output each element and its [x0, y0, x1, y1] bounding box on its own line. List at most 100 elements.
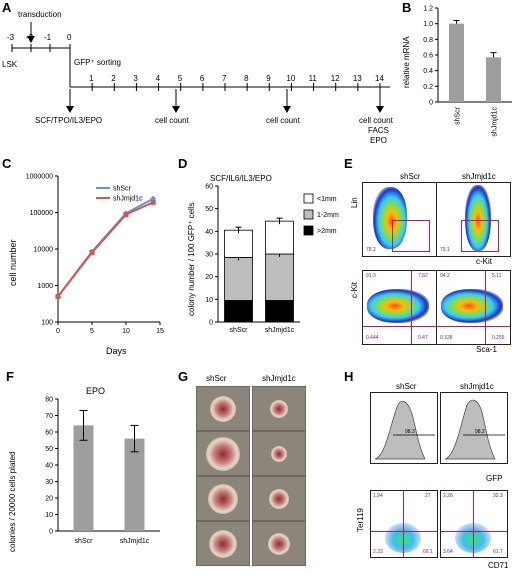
e-col-shscr: shScr: [400, 172, 421, 181]
b-ytick-label: 0.4: [423, 68, 433, 75]
h-histogram-1: 98.3: [370, 392, 438, 464]
h-col-shscr: shScr: [396, 382, 417, 391]
e-gate-2: 79.1: [440, 247, 450, 253]
d-bar-segment: [265, 300, 294, 323]
d-bar-segment: [224, 257, 253, 301]
gfp-sorting-label: GFP⁺ sorting: [74, 58, 121, 67]
e-facs-plot-4: 94.2 5.11 0.328 0.255: [436, 270, 511, 345]
e-q2-1: 7.82: [418, 273, 428, 279]
chart-c-svg: 100 1000 10000 100000 1000000 0 5 10 15 shScr shJm…: [26, 174, 164, 336]
colony-photo: [252, 431, 306, 476]
c-point: [89, 250, 95, 256]
day-label-12: 12: [330, 74, 340, 83]
colony: [210, 395, 236, 422]
d-category-0: shScr: [230, 327, 249, 334]
e-gate-1: 78.2: [366, 247, 376, 253]
d-bar-segment: [265, 253, 294, 301]
b-ytick-label: 0.2: [423, 84, 433, 91]
e-col-shjmjd1c: shJmjd1c: [462, 172, 496, 181]
epo-day14: EPO: [370, 136, 387, 145]
b-ytick-label: 0: [429, 100, 433, 107]
day-label-2: 2: [111, 74, 116, 83]
b-bar-0: [449, 23, 464, 103]
panel-label-a: A: [2, 0, 12, 15]
c-ylabel: cell number: [8, 239, 18, 286]
colony-photo: [196, 521, 250, 566]
d-legend-label-2: >2mm: [317, 228, 337, 235]
h-facs-plot-1: 1.94 27 2.33 69.1: [370, 490, 438, 558]
c-xtick-label: 0: [56, 328, 60, 335]
e-q2-2: 5.11: [492, 273, 502, 279]
d-ylabel: colony number / 100 GFP⁺ cells: [187, 202, 196, 316]
colony: [269, 488, 289, 509]
f-ytick-label: 0: [49, 529, 53, 536]
pre-day-m1: -1: [44, 33, 52, 42]
pre-day-m2: -2: [26, 33, 34, 42]
colony-photo: [252, 476, 306, 521]
c-legend-label-0: shScr: [113, 186, 132, 193]
e-q4-2: 0.255: [492, 335, 505, 341]
f-title: EPO: [86, 386, 106, 396]
e-top-xlabel: c-Kit: [476, 257, 492, 266]
h-hist-xlabel: GFP: [486, 474, 503, 483]
d-bar-segment: [224, 300, 253, 323]
d-ytick-label: 10: [205, 297, 213, 304]
c-ytick-label: 100: [41, 320, 53, 327]
c-xtick-label: 10: [122, 328, 130, 335]
day-label-4: 4: [155, 74, 161, 83]
timeline-lines: [11, 22, 390, 113]
f-category-0: shScr: [75, 538, 94, 545]
c-series-line-0: [57, 197, 154, 298]
day-label-9: 9: [266, 74, 271, 83]
f-bar-1: [124, 438, 145, 531]
lsk-label: LSK: [2, 60, 18, 69]
f-bar-0: [73, 425, 94, 531]
cell-count-day5: cell count: [155, 116, 189, 125]
facs-day14: FACS: [368, 126, 389, 135]
colony-photo: [252, 386, 306, 431]
chart-f-svg: 0 10 20 30 40 50 60 70 80 shScr shJmjd1c: [45, 397, 160, 545]
c-xtick-label: 5: [90, 328, 94, 335]
colony: [271, 445, 287, 462]
day-label-1: 1: [89, 74, 94, 83]
day-label-13: 13: [352, 74, 362, 83]
e-q3-1: 0.444: [366, 335, 379, 341]
culture-label: SCF/TPO/IL3/EPO: [35, 116, 103, 125]
colony: [209, 529, 237, 558]
day-label-14: 14: [375, 74, 384, 83]
colony: [208, 483, 238, 514]
cell-count-day10: cell count: [266, 116, 300, 125]
panel-label-f: F: [6, 369, 14, 384]
f-ytick-label: 30: [45, 479, 53, 486]
f-ylabel: colonies / 20000 cells plated: [8, 451, 17, 552]
colony: [268, 532, 290, 555]
d-legend-label-1: 1-2mm: [317, 212, 339, 219]
panel-label-g: G: [178, 369, 189, 384]
h-q1-1: 1.94: [373, 493, 383, 499]
day-label-6: 6: [199, 74, 205, 83]
h-bot-ylabel: Ter119: [356, 508, 365, 532]
d-ytick-label: 50: [205, 206, 213, 213]
day-label-11: 11: [308, 74, 317, 83]
b-category-1: shJmjd1c: [492, 107, 499, 137]
c-ytick-label: 10000: [34, 247, 54, 254]
e-q1-1: 91.3: [366, 273, 376, 279]
d-bar-segment: [224, 229, 253, 258]
c-ytick-label: 1000000: [26, 174, 53, 181]
c-point: [123, 212, 129, 218]
e-facs-plot-2: 79.1: [436, 182, 511, 257]
b-ytick-label: 1.2: [423, 6, 433, 13]
c-point: [55, 293, 61, 299]
f-ytick-label: 40: [45, 463, 53, 470]
d-bar-segment: [265, 220, 294, 255]
b-category-0: shScr: [455, 106, 462, 125]
d-legend-swatch-2: [303, 225, 314, 236]
e-top-ylabel: Lin: [350, 197, 359, 208]
h-q3-2: 3.64: [443, 549, 453, 555]
colony: [270, 399, 288, 418]
c-ytick-label: 100000: [30, 210, 53, 217]
c-xtick-label: 15: [156, 328, 164, 335]
day-label-3: 3: [133, 74, 138, 83]
panel-label-e: E: [344, 156, 353, 171]
f-ytick-label: 10: [45, 512, 53, 519]
